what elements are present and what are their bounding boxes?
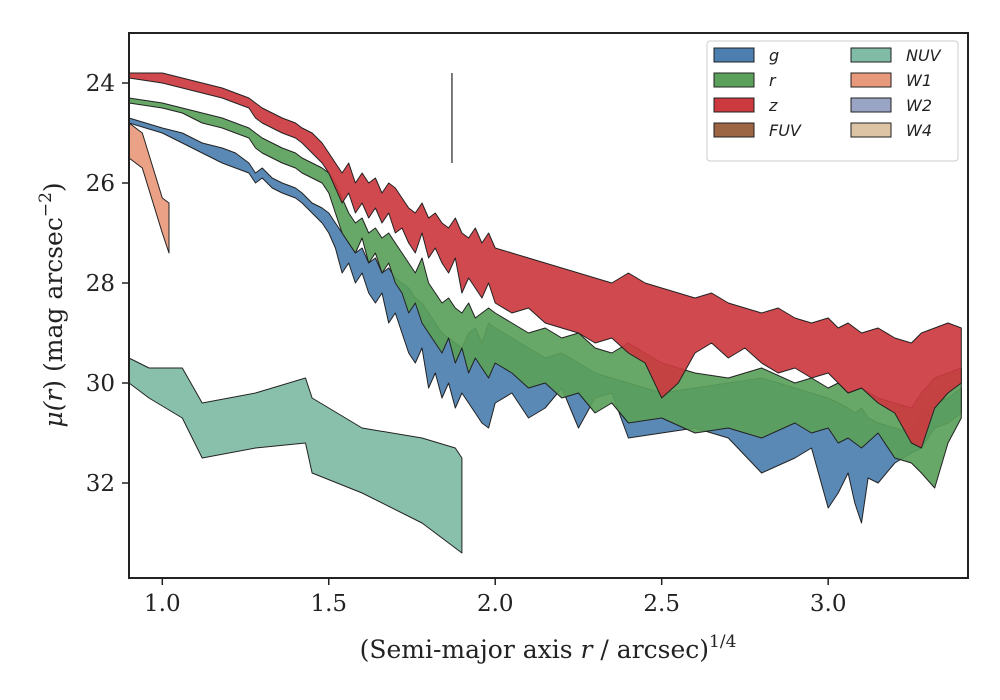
y-tick-label: 28 [86,271,115,297]
x-tick-label: 2.5 [643,591,680,617]
legend-label-fuv: FUV [769,121,802,140]
y-tick-label: 32 [86,471,115,497]
y-tick-label: 30 [86,371,115,397]
legend-swatch-z [713,97,755,113]
y-tick-label: 24 [86,71,115,97]
x-axis-ticks: 1.0 1.5 2.0 2.5 3.0 [144,578,846,617]
legend-label-w4: W4 [906,121,932,140]
legend-swatch-nuv [850,47,892,63]
legend-swatch-r [713,72,755,88]
legend-swatch-g [713,47,755,63]
legend-label-r: r [769,71,777,90]
x-tick-label: 1.5 [310,591,347,617]
legend-swatch-w4 [850,122,892,138]
band-r [128,97,962,489]
legend-swatch-fuv [713,122,755,138]
band-w1 [128,122,170,254]
legend-label-g: g [769,46,779,65]
x-tick-label: 2.0 [477,591,514,617]
legend-frame [706,40,959,162]
legend-label-z: z [768,96,778,115]
legend-label-w1: W1 [906,71,932,90]
band-z [128,72,962,449]
legend: grz FUV NUV W1 W2 W4 [706,40,959,162]
band-nuv [128,357,463,554]
bands-layer [128,72,962,554]
legend-label-w2: W2 [906,96,932,115]
x-axis-title: (Semi-major axis r / arcsec)1/4 [360,632,737,664]
x-tick-label: 3.0 [810,591,847,617]
legend-label-nuv: NUV [906,46,942,65]
legend-swatch-w2 [850,97,892,113]
plot-frame [128,32,969,579]
x-tick-label: 1.0 [144,591,181,617]
legend-swatch-w1 [850,72,892,88]
y-axis-title: μ(r) (mag arcsec−2) [36,182,68,427]
y-tick-label: 26 [86,171,115,197]
y-axis-ticks: 24 26 28 30 32 [86,71,129,497]
